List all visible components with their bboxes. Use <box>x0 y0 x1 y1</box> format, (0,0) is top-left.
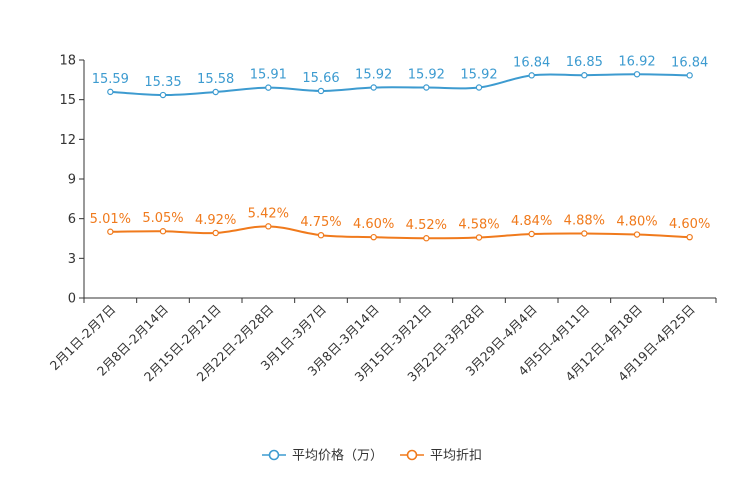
chart-legend[interactable]: 平均价格（万） 平均折扣 <box>262 448 482 464</box>
data-label: 5.42% <box>248 206 289 221</box>
data-point <box>686 233 693 241</box>
data-point <box>212 88 219 96</box>
y-tick-label: 6 <box>68 212 76 227</box>
y-tick-label: 15 <box>59 93 76 108</box>
y-tick-label: 18 <box>59 54 76 69</box>
data-label: 16.84 <box>513 55 550 70</box>
legend-item-2[interactable]: 平均折扣 <box>400 449 482 464</box>
data-label: 4.92% <box>195 213 236 228</box>
data-point <box>423 235 430 242</box>
data-label: 4.58% <box>458 217 499 232</box>
data-point <box>528 230 535 238</box>
data-point <box>633 71 641 78</box>
data-point <box>370 233 377 241</box>
data-point <box>581 72 588 79</box>
data-label: 15.58 <box>197 72 234 87</box>
data-point <box>317 231 325 239</box>
legend-item-1[interactable]: 平均价格（万） <box>262 448 383 464</box>
data-point <box>475 234 483 241</box>
data-point <box>265 84 272 91</box>
data-label: 16.92 <box>618 54 655 69</box>
data-label: 16.85 <box>566 55 603 70</box>
legend-marker-icon <box>268 449 280 461</box>
legend-label: 平均折扣 <box>430 449 482 464</box>
series-1: 15.59 15.35 15.58 15.91 15.66 15.92 15.92 15.92… <box>92 54 708 99</box>
data-label: 4.88% <box>564 213 605 228</box>
data-label: 4.75% <box>300 215 341 230</box>
data-label: 15.35 <box>144 75 181 90</box>
data-point <box>528 72 535 79</box>
data-label: 4.52% <box>406 218 447 233</box>
data-point <box>370 84 377 91</box>
data-point <box>107 228 114 235</box>
series-2: 5.01% 5.05% 4.92% 5.42% 4.75% 4.60% 4.52% 4.58%… <box>90 206 710 242</box>
legend-marker-icon <box>406 449 418 461</box>
data-label: 4.84% <box>511 214 552 229</box>
y-tick-label: 0 <box>68 292 76 307</box>
y-tick-label: 3 <box>68 252 76 267</box>
data-label: 15.91 <box>250 68 287 83</box>
data-point <box>633 231 641 238</box>
data-point <box>159 228 167 235</box>
data-label: 16.84 <box>671 55 708 70</box>
data-point <box>159 91 167 99</box>
series-layer: 15.59 15.35 15.58 15.91 15.66 15.92 15.92 15.92… <box>90 54 710 242</box>
data-label: 15.92 <box>355 68 392 83</box>
data-label: 4.80% <box>616 215 657 230</box>
data-label: 4.60% <box>353 217 394 232</box>
data-label: 15.92 <box>460 68 497 83</box>
data-point <box>107 88 114 96</box>
data-label: 5.05% <box>142 211 183 226</box>
data-point <box>475 84 483 91</box>
data-point <box>212 229 219 237</box>
y-tick-label: 9 <box>68 173 76 188</box>
legend-label: 平均价格（万） <box>292 448 383 464</box>
data-point <box>423 84 430 91</box>
series-line <box>110 225 690 240</box>
data-label: 5.01% <box>90 212 131 227</box>
data-point <box>686 72 693 79</box>
data-point <box>581 230 588 237</box>
data-label: 4.60% <box>669 217 710 232</box>
data-point <box>265 223 272 230</box>
y-tick-label: 12 <box>59 133 76 148</box>
data-label: 15.66 <box>302 71 339 86</box>
data-label: 15.59 <box>92 72 129 87</box>
series-line <box>110 73 690 97</box>
data-point <box>317 87 325 95</box>
data-label: 15.92 <box>408 68 445 83</box>
